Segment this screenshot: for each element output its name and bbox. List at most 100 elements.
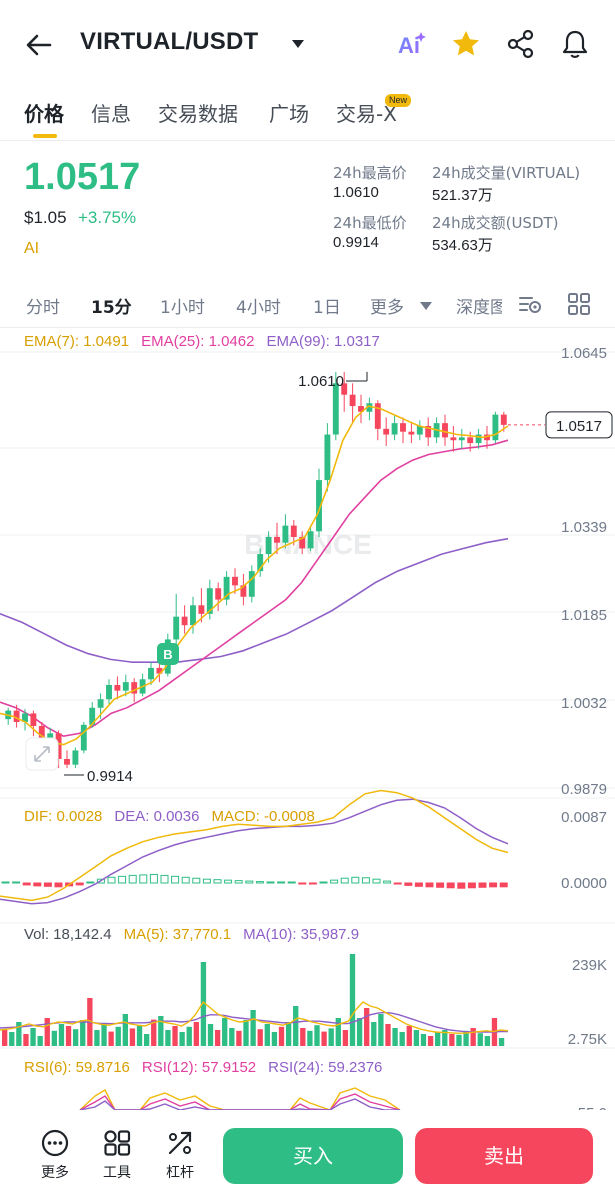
sell-button[interactable]: 卖出 bbox=[415, 1128, 593, 1184]
macd-bar bbox=[308, 882, 317, 885]
macd-pane bbox=[0, 789, 509, 905]
volume-bar bbox=[200, 962, 207, 1046]
volume-bar bbox=[314, 1025, 320, 1046]
volume-bar bbox=[250, 1010, 256, 1046]
candle-body bbox=[122, 682, 129, 691]
more-caret-icon[interactable] bbox=[419, 301, 433, 311]
indicator-settings-icon[interactable] bbox=[517, 291, 543, 317]
share-icon[interactable] bbox=[505, 28, 537, 60]
volume-bar bbox=[413, 1030, 420, 1046]
volume-bar bbox=[335, 1018, 341, 1046]
tools-grid-icon bbox=[104, 1130, 131, 1156]
candle-body bbox=[38, 725, 45, 742]
macd-value-legend: MACD: -0.0008 bbox=[211, 808, 315, 825]
candle-body bbox=[341, 383, 348, 395]
macd-bar bbox=[1, 881, 10, 884]
tools-label: 工具 bbox=[103, 1165, 131, 1181]
favorite-star-icon[interactable] bbox=[450, 28, 482, 60]
candle-body bbox=[131, 682, 138, 694]
macd-bar bbox=[202, 878, 211, 884]
rsi-axis-label: 55.0 bbox=[578, 1105, 607, 1110]
candle-body bbox=[80, 724, 87, 751]
volume-bar bbox=[58, 1024, 65, 1046]
volume-bar bbox=[165, 1030, 171, 1046]
stat-24h-turnover-label: 24h成交额(USDT) bbox=[432, 214, 559, 232]
layout-grid-icon[interactable] bbox=[566, 291, 592, 317]
interval-time[interactable]: 分时 bbox=[26, 298, 60, 318]
candle-body bbox=[30, 713, 37, 726]
macd-axis-label: 0.0087 bbox=[561, 809, 607, 826]
volume-bar bbox=[364, 1008, 370, 1046]
tab-info[interactable]: 信息 bbox=[91, 102, 131, 126]
interval-15m[interactable]: 15分 bbox=[91, 298, 132, 318]
tab-price[interactable]: 价格 bbox=[24, 102, 64, 126]
macd-bar bbox=[12, 881, 21, 884]
volume-bar bbox=[172, 1026, 178, 1046]
volume-bar bbox=[222, 1018, 228, 1046]
interval-more[interactable]: 更多 bbox=[370, 298, 404, 318]
caret-down-icon[interactable] bbox=[290, 36, 306, 52]
high-price-label: 1.0610 bbox=[298, 373, 344, 390]
interval-1d[interactable]: 1日 bbox=[313, 298, 341, 318]
candle-body bbox=[114, 684, 121, 691]
macd-bar bbox=[118, 875, 127, 884]
volume-bar bbox=[349, 954, 356, 1046]
macd-bar bbox=[245, 880, 254, 884]
tools-button[interactable]: 工具 bbox=[92, 1128, 142, 1182]
tab-trading-data[interactable]: 交易数据 bbox=[158, 102, 238, 126]
interval-4h[interactable]: 4小时 bbox=[236, 298, 281, 318]
candle-body bbox=[240, 585, 247, 597]
candle-body bbox=[458, 437, 465, 441]
stat-24h-low-label: 24h最低价 bbox=[333, 214, 407, 232]
interval-depth[interactable]: 深度图 bbox=[456, 298, 502, 318]
volume-bar bbox=[214, 1030, 221, 1046]
new-badge: New bbox=[385, 94, 412, 107]
bell-icon[interactable] bbox=[559, 28, 591, 60]
macd-bar bbox=[213, 879, 222, 884]
ai-icon[interactable]: Ai bbox=[396, 28, 428, 60]
ai-link[interactable]: AI bbox=[24, 240, 40, 257]
leverage-button[interactable]: 杠杆 bbox=[155, 1128, 205, 1182]
macd-bar bbox=[54, 882, 63, 888]
stat-24h-volume-label: 24h成交量(VIRTUAL) bbox=[432, 164, 581, 182]
candle-body bbox=[13, 710, 20, 722]
more-button[interactable]: 更多 bbox=[30, 1128, 80, 1182]
candle-body bbox=[156, 667, 163, 674]
volume-bar bbox=[300, 1028, 306, 1046]
tabs-divider bbox=[0, 140, 615, 141]
volume-bar bbox=[477, 1033, 483, 1046]
candle-body bbox=[332, 383, 339, 435]
price-axis-label: 1.0645 bbox=[561, 345, 607, 362]
vol-legend: Vol: 18,142.4 bbox=[24, 926, 112, 943]
back-arrow-icon[interactable] bbox=[24, 30, 54, 60]
kline-chart[interactable]: BINANCE 1.06451.03391.01851.00320.98790.… bbox=[0, 328, 615, 1110]
candle-body bbox=[349, 394, 356, 407]
volume-bar bbox=[122, 1014, 128, 1046]
macd-bar bbox=[414, 882, 423, 887]
macd-bar bbox=[86, 881, 95, 884]
macd-bar bbox=[224, 879, 233, 884]
volume-bar bbox=[193, 1022, 199, 1046]
dea-line bbox=[0, 798, 509, 905]
tab-square[interactable]: 广场 bbox=[269, 102, 309, 126]
candle-body bbox=[374, 403, 381, 429]
candles bbox=[5, 371, 507, 769]
volume-bar bbox=[229, 1028, 235, 1046]
interval-1h[interactable]: 1小时 bbox=[160, 298, 205, 318]
macd-bar bbox=[43, 882, 52, 887]
stat-24h-volume-value: 521.37万 bbox=[432, 187, 493, 204]
volume-bar bbox=[30, 1028, 36, 1046]
header: VIRTUAL/USDT Ai bbox=[0, 0, 615, 90]
candle-body bbox=[248, 571, 255, 597]
macd-bar bbox=[22, 882, 31, 886]
volume-bar bbox=[271, 1032, 278, 1046]
bottom-action-bar: 更多 工具 杠杆 买入 卖出 bbox=[0, 1110, 615, 1200]
pair-title[interactable]: VIRTUAL/USDT bbox=[80, 28, 259, 55]
active-tab-indicator bbox=[33, 134, 57, 138]
candle-body bbox=[274, 536, 280, 543]
volume-bar bbox=[243, 1020, 249, 1046]
buy-button[interactable]: 买入 bbox=[223, 1128, 403, 1184]
macd-bar bbox=[393, 882, 402, 885]
price-axis-label: 1.0339 bbox=[561, 519, 607, 536]
volume-bar bbox=[101, 1022, 107, 1046]
